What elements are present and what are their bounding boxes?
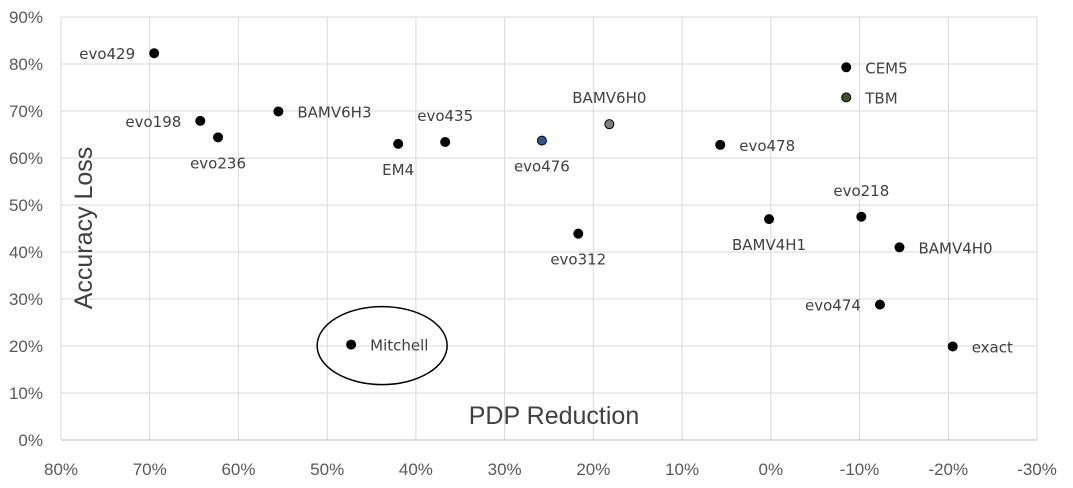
point-label: Mitchell <box>370 337 428 355</box>
y-tick-label: 90% <box>9 8 43 27</box>
point-label: evo218 <box>833 182 889 200</box>
data-point <box>764 214 775 225</box>
point-label: exact <box>972 338 1013 356</box>
y-tick-label: 30% <box>9 290 43 309</box>
point-label: BAMV4H1 <box>732 236 806 254</box>
x-tick-label: 80% <box>44 460 78 479</box>
point-label: evo435 <box>417 107 473 125</box>
y-axis-title: Accuracy Loss <box>70 147 98 310</box>
data-point <box>536 135 547 146</box>
data-point <box>841 62 852 73</box>
point-label: evo478 <box>739 137 795 155</box>
point-label: TBM <box>864 89 897 107</box>
y-tick-label: 20% <box>9 337 43 356</box>
data-point <box>440 137 451 148</box>
axes <box>60 17 1038 441</box>
data-points: evo429 evo198 evo236 BAMV6H3 EM4 evo435 evo476… <box>79 45 1013 386</box>
x-tick-label: 10% <box>665 460 699 479</box>
x-tick-label: 70% <box>133 460 167 479</box>
point-label: evo312 <box>550 251 606 269</box>
data-point <box>856 211 867 222</box>
data-point <box>195 115 206 126</box>
tick-labels: 80% 70% 60% 50% 40% 30% 20% 10% 0% -10% -20% -30% 0%… <box>9 8 1057 479</box>
grid <box>61 16 1037 440</box>
data-point <box>841 92 852 103</box>
point-label: evo198 <box>125 113 181 131</box>
data-point <box>604 119 615 130</box>
x-tick-label: 60% <box>221 460 255 479</box>
y-tick-label: 70% <box>9 102 43 121</box>
y-tick-label: 10% <box>9 384 43 403</box>
x-tick-label: -10% <box>840 460 880 479</box>
data-point <box>346 339 357 350</box>
data-point <box>273 106 284 117</box>
data-point <box>213 132 224 143</box>
x-tick-label: 30% <box>488 460 522 479</box>
point-label: BAMV6H0 <box>572 89 646 107</box>
data-point <box>573 228 584 239</box>
x-tick-label: 40% <box>399 460 433 479</box>
x-tick-label: 0% <box>759 460 784 479</box>
y-tick-label: 60% <box>9 149 43 168</box>
x-tick-label: -30% <box>1017 460 1057 479</box>
data-point <box>894 242 905 253</box>
y-tick-label: 50% <box>9 196 43 215</box>
point-label: EM4 <box>382 161 414 179</box>
point-label: evo429 <box>79 45 135 63</box>
data-point <box>149 48 160 59</box>
highlight-ellipse <box>316 305 448 386</box>
point-label: BAMV4H0 <box>918 239 992 257</box>
x-tick-label: 20% <box>576 460 610 479</box>
data-point <box>715 139 726 150</box>
x-tick-label: 50% <box>310 460 344 479</box>
data-point <box>874 299 885 310</box>
x-tick-label: -20% <box>928 460 968 479</box>
point-label: evo236 <box>190 154 246 172</box>
point-label: evo474 <box>805 297 861 315</box>
x-axis-title: PDP Reduction <box>469 402 639 430</box>
data-point <box>947 341 958 352</box>
y-tick-label: 0% <box>18 431 43 450</box>
point-label: evo476 <box>514 158 570 176</box>
data-point <box>393 138 404 149</box>
y-tick-label: 40% <box>9 243 43 262</box>
y-tick-label: 80% <box>9 55 43 74</box>
point-label: BAMV6H3 <box>297 103 371 121</box>
point-label: CEM5 <box>865 59 907 77</box>
